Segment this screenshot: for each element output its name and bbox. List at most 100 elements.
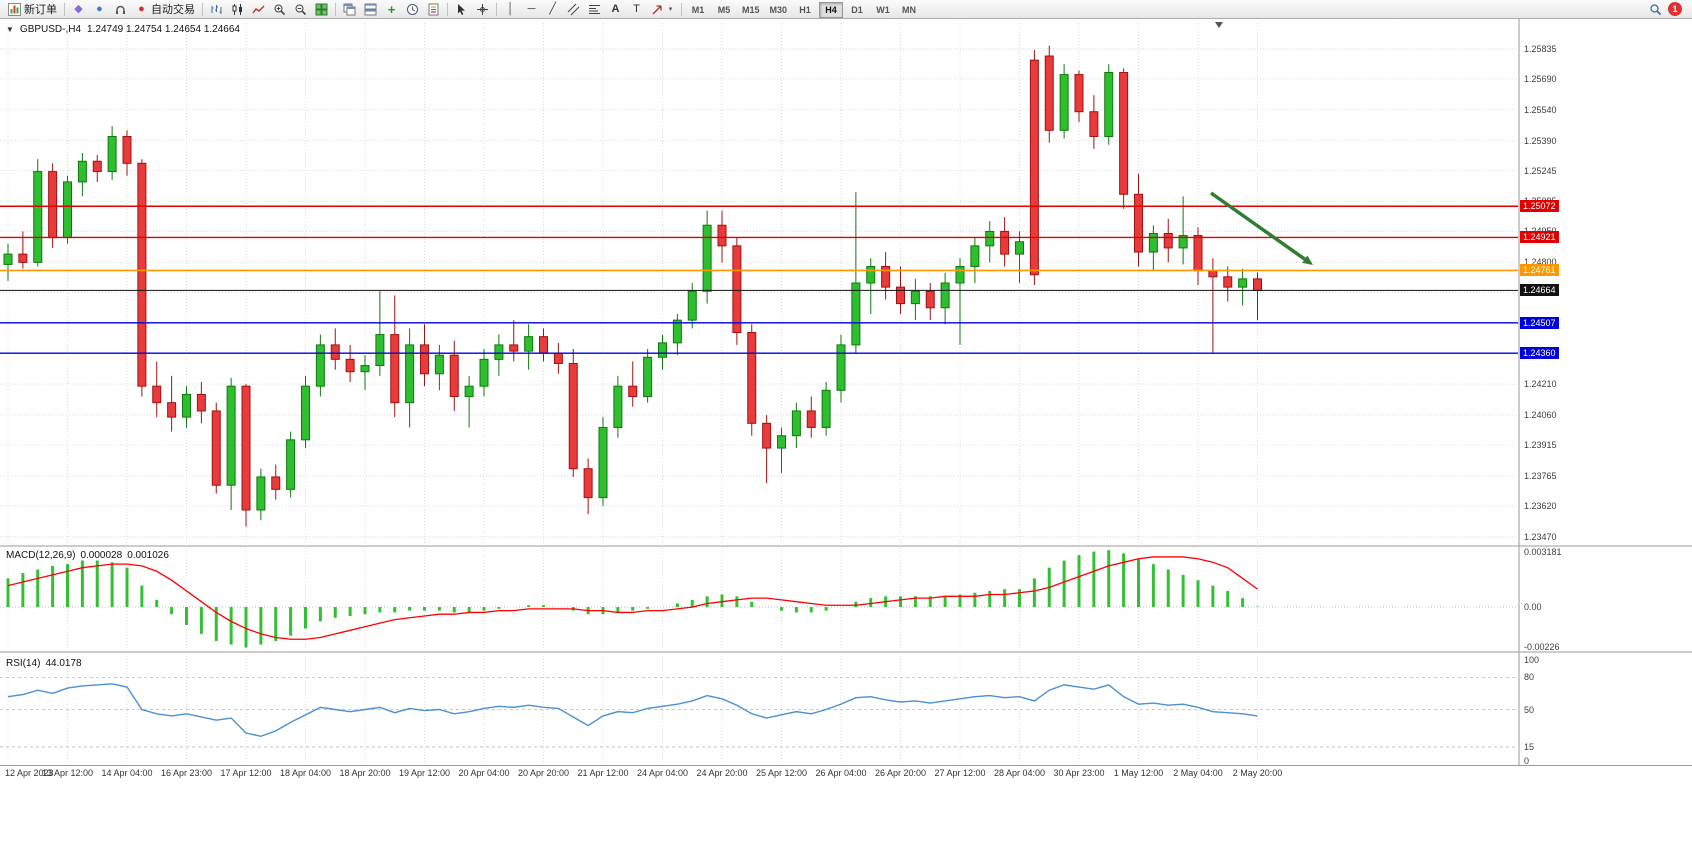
candles [3,45,1262,527]
fibonacci-icon [589,4,600,14]
time-axis-label: 18 Apr 04:00 [279,768,332,778]
tile-horizontal-button[interactable] [360,1,381,18]
template-icon [428,3,439,15]
fibonacci-tool-button[interactable] [584,1,605,18]
time-axis-label: 16 Apr 23:00 [160,768,213,778]
channel-tool-button[interactable] [563,1,584,18]
bar-chart-button[interactable] [206,1,227,18]
time-axis-label: 17 Apr 12:00 [220,768,272,778]
axis-tick-label: 50 [1524,704,1535,715]
macd-histogram [6,550,1259,648]
timeframe-h1-button[interactable]: H1 [793,2,817,18]
time-axis-label: 30 Apr 23:00 [1053,768,1105,778]
candlestick-chart-icon [232,3,242,15]
indicators-icon: + [387,1,396,17]
time-axis-label: 25 Apr 12:00 [755,768,808,778]
autotrading-label: 自动交易 [151,4,195,16]
channel-icon [567,3,580,15]
tile-windows-button[interactable] [311,1,332,18]
support-button[interactable] [110,1,131,18]
annotation-arrow[interactable] [1209,191,1313,265]
new-order-button[interactable]: 新订单 [4,1,61,18]
one-click-trading-toggle[interactable]: ▼ [6,25,14,34]
rsi-name: RSI(14) [6,658,41,669]
timeframe-w1-button[interactable]: W1 [871,2,895,18]
toolbar-separator [447,2,448,16]
axis-tick-label: 1.24060 [1524,410,1557,421]
autotrading-button[interactable]: ● 自动交易 [131,1,199,18]
time-axis-label: 1 May 12:00 [1113,768,1164,778]
price-badge: 1.24664 [1520,284,1559,297]
community-icon: ● [96,2,103,15]
label-icon: T [633,2,640,15]
time-axis[interactable]: 12 Apr 2023 13 Apr 12:00 14 Apr 04:00 16 Ap… [0,768,1519,782]
vertical-line-icon: │ [507,2,514,15]
timeframe-mn-button[interactable]: MN [897,2,921,18]
axis-tick-label: 1.23620 [1524,500,1557,511]
macd-name: MACD(12,26,9) [6,550,76,561]
chart-shift-marker[interactable] [1215,22,1223,28]
time-axis-label: 26 Apr 04:00 [815,768,867,778]
trendline-tool-button[interactable]: ╱ [542,1,563,18]
timeframe-m5-button[interactable]: M5 [712,2,736,18]
cascade-windows-button[interactable] [339,1,360,18]
time-axis-label: 20 Apr 04:00 [458,768,510,778]
timeframe-d1-button[interactable]: D1 [845,2,869,18]
timeframe-h4-button[interactable]: H4 [819,2,844,18]
chevron-down-icon: ▾ [668,5,673,13]
candlestick-chart-button[interactable] [227,1,248,18]
chart-canvas[interactable] [0,19,1692,853]
text-tool-button[interactable]: A [605,1,626,18]
axis-tick-label: 100 [1524,655,1540,665]
clock-icon [407,3,418,15]
time-axis-label: 20 Apr 20:00 [517,768,570,778]
time-axis-label: 18 Apr 20:00 [339,768,391,778]
text-icon: A [611,2,620,15]
time-axis-label: 26 Apr 20:00 [874,768,927,778]
timeframe-m30-button[interactable]: M30 [766,2,792,18]
macd-main-value: 0.000028 [80,550,123,561]
price-badge: 1.24507 [1520,316,1559,329]
search-icon [1650,3,1662,15]
chart-window[interactable]: ▼ GBPUSD-,H4 1.24749 1.24754 1.24654 1.2… [0,19,1692,853]
indicators-button[interactable]: + [381,1,402,18]
templates-button[interactable] [423,1,444,18]
tile-horizontal-icon [364,3,377,15]
metaeditor-button[interactable]: ◆ [68,1,89,18]
axis-tick-label: 1.25540 [1524,104,1557,115]
notification-badge[interactable]: 1 [1668,2,1682,16]
timeframe-m15-button[interactable]: M15 [738,2,764,18]
new-order-label: 新订单 [24,4,57,16]
symbol-timeframe-label: GBPUSD-,H4 [19,24,82,35]
vertical-line-tool-button[interactable]: │ [500,1,521,18]
trendline-icon: ╱ [549,2,556,15]
time-axis-label: 19 Apr 12:00 [398,768,451,778]
periods-button[interactable] [402,1,423,18]
axis-tick-label: 1.23470 [1524,531,1557,542]
crosshair-tool-button[interactable] [472,1,493,18]
time-axis-label: 2 May 20:00 [1232,768,1283,778]
rsi-value: 44.0178 [45,658,82,669]
horizontal-line-tool-button[interactable]: ─ [521,1,542,18]
axis-tick-label: 0.00 [1524,602,1542,613]
cursor-tool-button[interactable] [451,1,472,18]
price-badge: 1.24360 [1520,347,1559,360]
time-axis-label: 12 Apr 2023 [5,768,54,778]
search-button[interactable] [1645,1,1666,18]
zoom-in-button[interactable] [269,1,290,18]
price-badge: 1.24921 [1520,231,1559,244]
line-chart-button[interactable] [248,1,269,18]
axis-tick-label: 1.24800 [1524,257,1557,268]
toolbar-separator [335,2,336,16]
timeframe-m1-button[interactable]: M1 [686,2,710,18]
label-tool-button[interactable]: T [626,1,647,18]
time-axis-label: 27 Apr 12:00 [934,768,986,778]
axis-tick-label: 1.25390 [1524,135,1557,146]
zoom-out-button[interactable] [290,1,311,18]
price-axis[interactable]: 0 15 50 80 100 -0.00226 0.00 0.003181 1.23470 1.2… [1519,19,1692,766]
community-button[interactable]: ● [89,1,110,18]
tile-windows-icon [315,3,328,15]
time-axis-label: 28 Apr 04:00 [993,768,1046,778]
time-axis-label: 21 Apr 12:00 [577,768,629,778]
arrows-tool-button[interactable]: ▾ [647,1,678,18]
